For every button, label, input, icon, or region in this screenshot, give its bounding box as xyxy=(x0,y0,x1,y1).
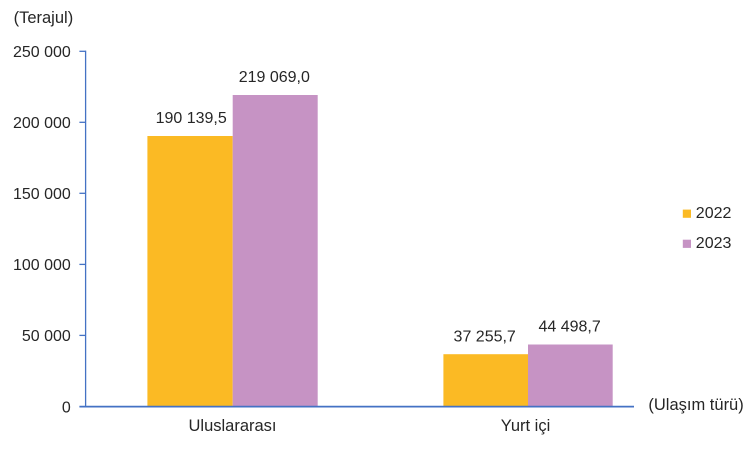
svg-text:(Ulaşım türü): (Ulaşım türü) xyxy=(648,396,743,414)
svg-text:2022: 2022 xyxy=(696,205,732,222)
svg-text:50 000: 50 000 xyxy=(22,328,71,345)
svg-text:(Terajul): (Terajul) xyxy=(14,9,74,27)
svg-text:44 498,7: 44 498,7 xyxy=(538,319,600,336)
svg-text:0: 0 xyxy=(62,399,71,416)
svg-text:2023: 2023 xyxy=(696,235,732,252)
svg-text:219 069,0: 219 069,0 xyxy=(239,69,310,86)
svg-text:200 000: 200 000 xyxy=(13,115,71,132)
svg-text:Yurt içi: Yurt içi xyxy=(501,417,551,435)
svg-text:250 000: 250 000 xyxy=(13,44,71,61)
svg-text:100 000: 100 000 xyxy=(13,257,71,274)
svg-text:Uluslararası: Uluslararası xyxy=(188,417,276,435)
svg-text:150 000: 150 000 xyxy=(13,186,71,203)
svg-text:190 139,5: 190 139,5 xyxy=(156,110,227,127)
svg-text:37 255,7: 37 255,7 xyxy=(454,328,516,345)
